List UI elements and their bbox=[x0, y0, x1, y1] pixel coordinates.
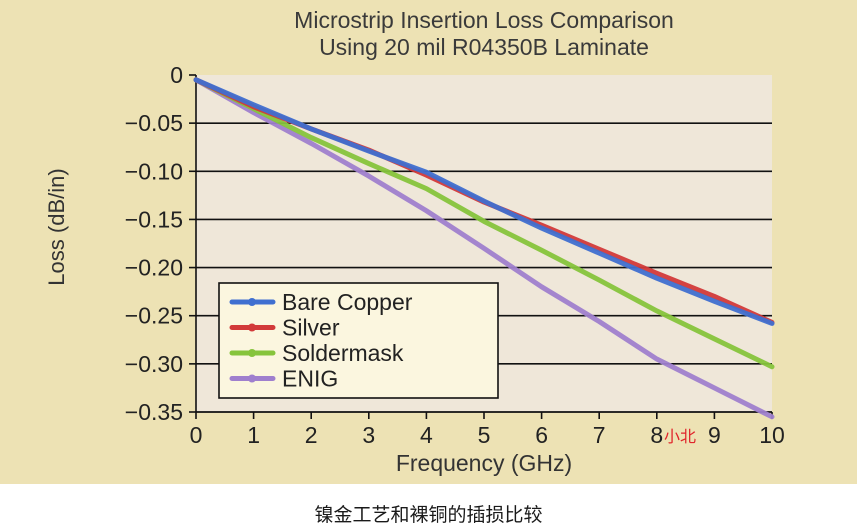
legend-swatch-marker bbox=[248, 323, 256, 332]
y-tick-label: −0.30 bbox=[125, 351, 183, 377]
x-tick-label: 0 bbox=[190, 422, 203, 448]
series-line-soldermask bbox=[193, 77, 775, 370]
x-tick-label: 8 bbox=[650, 422, 663, 448]
legend-swatch-marker bbox=[248, 374, 256, 383]
legend-swatch-marker bbox=[248, 349, 256, 357]
watermark-text: 小北 bbox=[664, 427, 696, 446]
series-line-enig bbox=[193, 77, 775, 420]
y-tick-label: 0 bbox=[170, 62, 183, 88]
x-tick-label: 9 bbox=[708, 422, 721, 448]
y-tick-label: −0.10 bbox=[125, 158, 183, 184]
x-tick-label: 7 bbox=[593, 422, 606, 448]
chart-figure: 0 −0.05 −0.10 −0.15 −0.20 −0.25 −0.30 −0.35 0 1 2 3… bbox=[0, 0, 857, 484]
figure-caption: 镍金工艺和裸铜的插损比较 bbox=[314, 504, 543, 526]
legend-label: Soldermask bbox=[282, 340, 404, 366]
insertion-loss-chart: 0 −0.05 −0.10 −0.15 −0.20 −0.25 −0.30 −0.35 0 1 2 3… bbox=[44, 7, 785, 476]
y-tick-label: −0.20 bbox=[125, 255, 183, 281]
legend-label: Silver bbox=[282, 315, 340, 341]
series-line-bare-copper bbox=[193, 77, 775, 326]
y-tick-label: −0.05 bbox=[125, 110, 183, 136]
legend-swatch-marker bbox=[248, 298, 256, 306]
chart-title-line: Using 20 mil R04350B Laminate bbox=[319, 34, 649, 60]
legend-label: Bare Copper bbox=[282, 289, 413, 315]
y-tick-label: −0.15 bbox=[125, 206, 183, 232]
x-tick-label: 2 bbox=[305, 422, 318, 448]
y-tick-label: −0.35 bbox=[125, 399, 183, 425]
x-tick-label: 3 bbox=[362, 422, 375, 448]
x-tick-label: 10 bbox=[759, 422, 785, 448]
y-tick-label: −0.25 bbox=[125, 303, 183, 329]
x-axis-label: Frequency (GHz) bbox=[396, 450, 572, 476]
x-tick-label: 1 bbox=[247, 422, 260, 448]
legend-label: ENIG bbox=[282, 366, 338, 392]
x-tick-label: 6 bbox=[535, 422, 548, 448]
y-axis-label: Loss (dB/in) bbox=[44, 168, 69, 285]
chart-title-line: Microstrip Insertion Loss Comparison bbox=[294, 7, 674, 33]
x-tick-label: 5 bbox=[478, 422, 491, 448]
x-tick-label: 4 bbox=[420, 422, 433, 448]
